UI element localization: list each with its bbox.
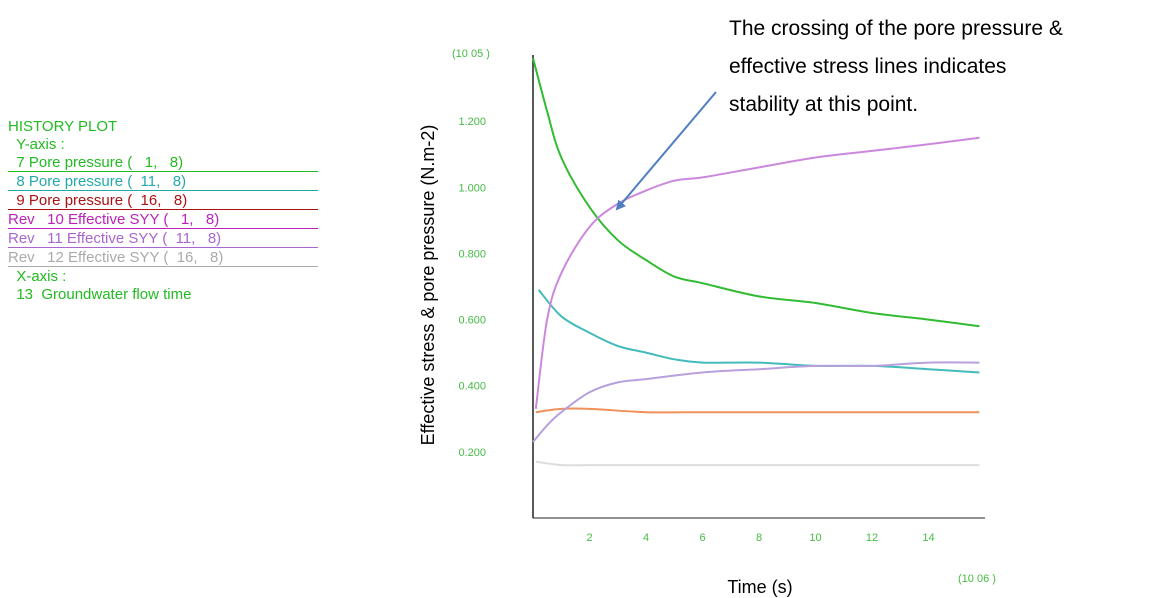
x-tick-label: 10: [809, 532, 821, 544]
chart-axes: [532, 55, 985, 519]
annotation-text-line: stability at this point.: [729, 93, 918, 116]
legend-title: HISTORY PLOT: [8, 118, 118, 135]
legend-xaxis-item: 13 Groundwater flow time: [8, 286, 192, 303]
series-line: [535, 460, 980, 467]
chart-ticks: 2 4 6 8 10 12 14 0.200 0.400 0.600 0.800 1.000 1.200: [458, 116, 934, 544]
legend-item: 9 Pore pressure ( 16, 8): [8, 192, 318, 210]
x-tick-label: 2: [586, 532, 592, 544]
legend-item: 8 Pore pressure ( 11, 8): [8, 173, 318, 191]
x-tick-label: 14: [922, 532, 934, 544]
x-tick-label: 12: [866, 532, 878, 544]
legend-item: Rev 11 Effective SYY ( 11, 8): [8, 230, 318, 248]
legend-yaxis-label: Y-axis :: [8, 136, 65, 153]
x-multiplier-label: (10 06 ): [958, 573, 996, 585]
x-tick-label: 6: [699, 532, 705, 544]
chart-series-group: [532, 58, 980, 467]
annotation-arrow: [615, 91, 717, 211]
legend-items: 7 Pore pressure ( 1, 8) 8 Pore pressure …: [8, 154, 318, 267]
series-line: [535, 407, 980, 414]
series-line: [534, 136, 980, 410]
annotation: The crossing of the pore pressure & effec…: [729, 17, 1063, 116]
series-line: [532, 361, 980, 443]
legend-item: 7 Pore pressure ( 1, 8): [8, 154, 318, 172]
y-multiplier-label: (10 05 ): [452, 48, 490, 60]
history-plot-legend: HISTORY PLOT Y-axis : 7 Pore pressure ( …: [8, 118, 318, 304]
y-tick-label: 0.200: [458, 447, 486, 459]
legend-item: Rev 10 Effective SYY ( 1, 8): [8, 211, 318, 229]
y-tick-label: 0.600: [458, 315, 486, 327]
x-tick-label: 8: [756, 532, 762, 544]
y-tick-label: 1.000: [458, 182, 486, 194]
legend-item: Rev 12 Effective SYY ( 16, 8): [8, 249, 318, 267]
legend-xaxis-label: X-axis :: [8, 268, 67, 285]
y-tick-label: 0.800: [458, 248, 486, 260]
series-line: [537, 289, 980, 374]
y-tick-label: 0.400: [458, 381, 486, 393]
annotation-text-line: effective stress lines indicates: [729, 55, 1006, 78]
series-line: [532, 58, 980, 328]
x-tick-label: 4: [643, 532, 649, 544]
annotation-text-line: The crossing of the pore pressure &: [729, 17, 1063, 40]
x-axis-label: Time (s): [727, 577, 792, 597]
y-axis-label: Effective stress & pore pressure (N.m-2): [418, 125, 438, 446]
y-tick-label: 1.200: [458, 116, 486, 128]
